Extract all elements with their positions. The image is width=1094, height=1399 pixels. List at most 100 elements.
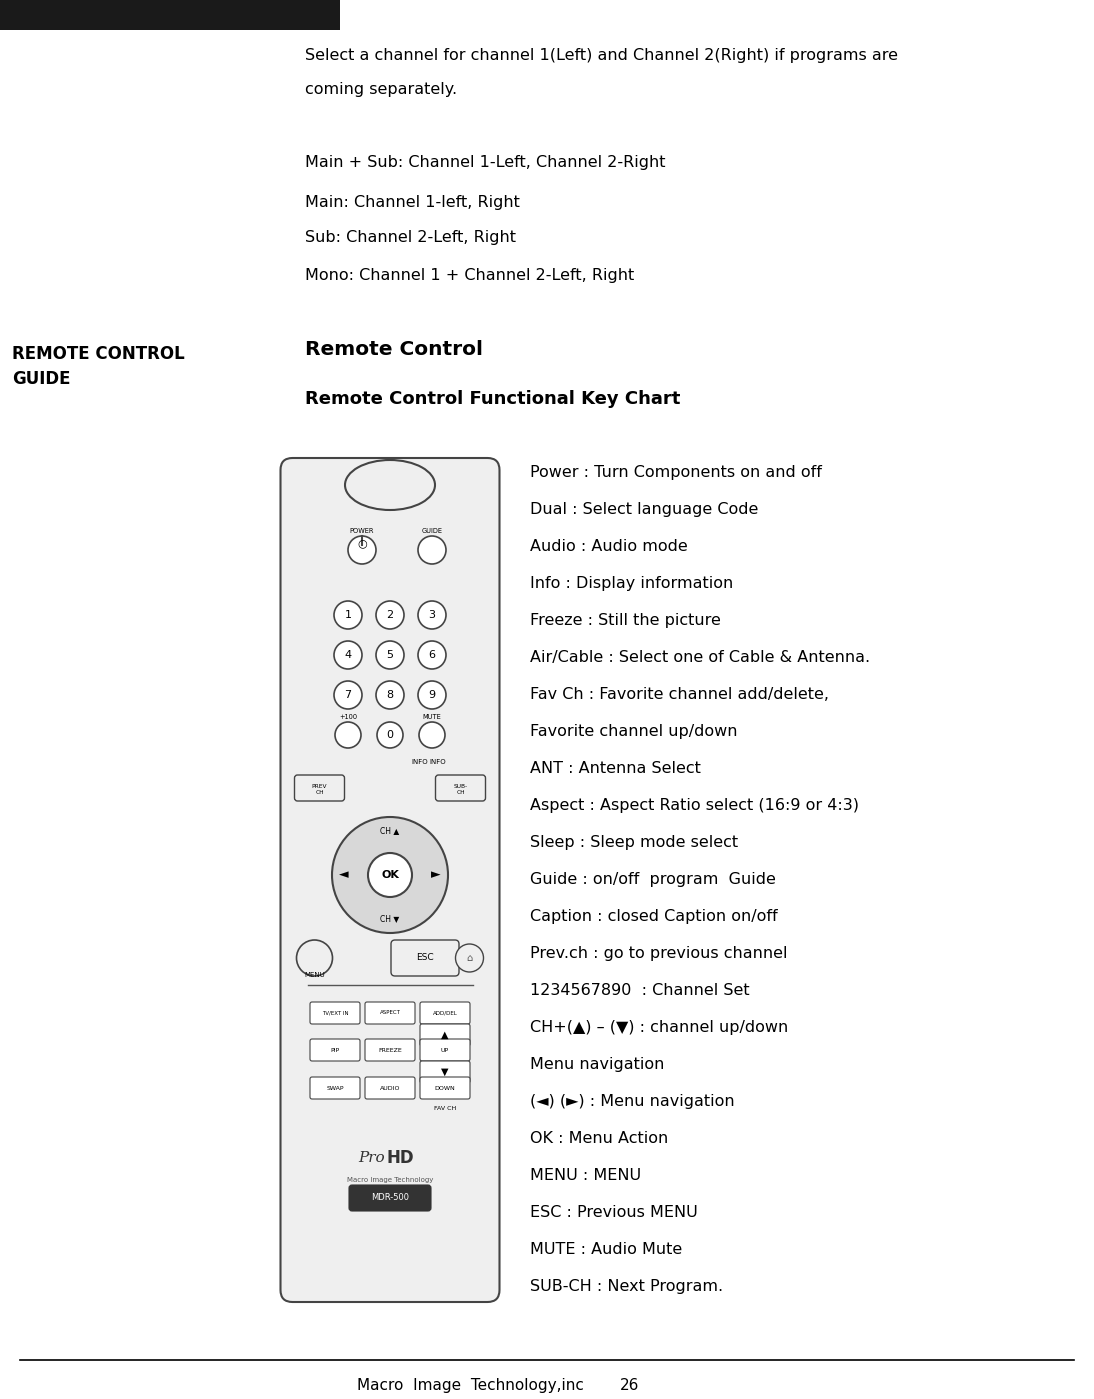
FancyBboxPatch shape	[310, 1039, 360, 1060]
Text: SUB-CH : Next Program.: SUB-CH : Next Program.	[529, 1279, 723, 1294]
Text: SUB-: SUB-	[453, 783, 467, 789]
Text: Menu navigation: Menu navigation	[529, 1058, 664, 1072]
FancyBboxPatch shape	[310, 1002, 360, 1024]
Text: MENU : MENU: MENU : MENU	[529, 1168, 641, 1184]
Text: Remote Control Functional Key Chart: Remote Control Functional Key Chart	[305, 390, 680, 409]
Text: 4: 4	[345, 651, 351, 660]
Circle shape	[368, 853, 412, 897]
Text: ◄: ◄	[339, 869, 349, 881]
Text: FREEZE: FREEZE	[379, 1048, 401, 1052]
Text: Mono: Channel 1 + Channel 2-Left, Right: Mono: Channel 1 + Channel 2-Left, Right	[305, 269, 635, 283]
Text: Audio : Audio mode: Audio : Audio mode	[529, 539, 688, 554]
Text: CH: CH	[456, 790, 465, 796]
Text: FAV CH: FAV CH	[434, 1105, 456, 1111]
Circle shape	[418, 681, 446, 709]
Circle shape	[376, 681, 404, 709]
Text: Pro: Pro	[359, 1151, 385, 1165]
FancyBboxPatch shape	[435, 775, 486, 802]
FancyBboxPatch shape	[420, 1077, 470, 1100]
Text: 7: 7	[345, 690, 351, 700]
Text: Fav Ch : Favorite channel add/delete,: Fav Ch : Favorite channel add/delete,	[529, 687, 829, 702]
Bar	[0, 0, 340, 29]
Text: 3: 3	[429, 610, 435, 620]
Text: 1: 1	[345, 610, 351, 620]
Text: 0: 0	[386, 730, 394, 740]
FancyBboxPatch shape	[420, 1002, 470, 1024]
Text: 1234567890  : Channel Set: 1234567890 : Channel Set	[529, 983, 749, 997]
Text: CH ▲: CH ▲	[381, 827, 399, 835]
Text: GUIDE: GUIDE	[421, 527, 442, 534]
Text: Info : Display information: Info : Display information	[529, 576, 733, 590]
Text: ESC : Previous MENU: ESC : Previous MENU	[529, 1205, 698, 1220]
Circle shape	[376, 641, 404, 669]
Text: Select a channel for channel 1(Left) and Channel 2(Right) if programs are: Select a channel for channel 1(Left) and…	[305, 48, 898, 63]
Text: CH+(▲) – (▼) : channel up/down: CH+(▲) – (▼) : channel up/down	[529, 1020, 789, 1035]
FancyBboxPatch shape	[365, 1002, 415, 1024]
Text: coming separately.: coming separately.	[305, 83, 457, 97]
Text: REMOTE CONTROL: REMOTE CONTROL	[12, 346, 185, 362]
Text: Dual : Select language Code: Dual : Select language Code	[529, 502, 758, 518]
Text: 2: 2	[386, 610, 394, 620]
Text: 8: 8	[386, 690, 394, 700]
Text: Main + Sub: Channel 1-Left, Channel 2-Right: Main + Sub: Channel 1-Left, Channel 2-Ri…	[305, 155, 665, 171]
Text: UP: UP	[441, 1048, 449, 1052]
Text: +100: +100	[339, 713, 357, 720]
Text: ▲: ▲	[441, 1030, 449, 1039]
Text: MUTE : Audio Mute: MUTE : Audio Mute	[529, 1242, 683, 1256]
Text: ASPECT: ASPECT	[380, 1010, 400, 1016]
Circle shape	[419, 722, 445, 748]
Text: HD: HD	[386, 1149, 414, 1167]
Text: ANT : Antenna Select: ANT : Antenna Select	[529, 761, 701, 776]
Text: ADD/DEL: ADD/DEL	[432, 1010, 457, 1016]
Text: PIP: PIP	[330, 1048, 339, 1052]
Ellipse shape	[345, 460, 435, 511]
Text: MENU: MENU	[304, 972, 325, 978]
Circle shape	[335, 722, 361, 748]
Text: 26: 26	[620, 1378, 639, 1393]
Text: Prev.ch : go to previous channel: Prev.ch : go to previous channel	[529, 946, 788, 961]
FancyBboxPatch shape	[420, 1039, 470, 1060]
Text: Sleep : Sleep mode select: Sleep : Sleep mode select	[529, 835, 738, 851]
Text: CH ▼: CH ▼	[381, 915, 399, 923]
Text: Remote Control: Remote Control	[305, 340, 482, 360]
Text: ►: ►	[431, 869, 441, 881]
Text: 6: 6	[429, 651, 435, 660]
Text: SWAP: SWAP	[326, 1086, 344, 1090]
Text: Macro Image Technology: Macro Image Technology	[347, 1177, 433, 1184]
Text: Aspect : Aspect Ratio select (16:9 or 4:3): Aspect : Aspect Ratio select (16:9 or 4:…	[529, 797, 859, 813]
Text: Favorite channel up/down: Favorite channel up/down	[529, 725, 737, 739]
Text: INFO: INFO	[429, 760, 446, 765]
Circle shape	[331, 817, 449, 933]
Text: PREV: PREV	[312, 783, 327, 789]
Text: Sub: Channel 2-Left, Right: Sub: Channel 2-Left, Right	[305, 229, 516, 245]
Text: ⌂: ⌂	[466, 953, 473, 963]
Circle shape	[334, 681, 362, 709]
Text: POWER: POWER	[350, 527, 374, 534]
Text: INFO: INFO	[411, 760, 429, 765]
Text: 5: 5	[386, 651, 394, 660]
Circle shape	[376, 602, 404, 630]
FancyBboxPatch shape	[349, 1185, 431, 1212]
Text: Main: Channel 1-left, Right: Main: Channel 1-left, Right	[305, 194, 520, 210]
FancyBboxPatch shape	[310, 1077, 360, 1100]
FancyBboxPatch shape	[391, 940, 459, 977]
Circle shape	[455, 944, 484, 972]
Text: ESC: ESC	[416, 954, 434, 963]
FancyBboxPatch shape	[294, 775, 345, 802]
Text: MUTE: MUTE	[422, 713, 441, 720]
FancyBboxPatch shape	[420, 1060, 470, 1083]
Text: TV/EXT IN: TV/EXT IN	[322, 1010, 348, 1016]
FancyBboxPatch shape	[365, 1077, 415, 1100]
Circle shape	[334, 602, 362, 630]
Text: Freeze : Still the picture: Freeze : Still the picture	[529, 613, 721, 628]
Circle shape	[377, 722, 403, 748]
FancyBboxPatch shape	[420, 1024, 470, 1046]
Circle shape	[348, 536, 376, 564]
Circle shape	[418, 536, 446, 564]
Circle shape	[418, 641, 446, 669]
Text: 9: 9	[429, 690, 435, 700]
Text: AUDIO: AUDIO	[380, 1086, 400, 1090]
Text: (◄) (►) : Menu navigation: (◄) (►) : Menu navigation	[529, 1094, 735, 1109]
Text: CH: CH	[315, 790, 324, 796]
Text: GUIDE: GUIDE	[12, 369, 70, 388]
